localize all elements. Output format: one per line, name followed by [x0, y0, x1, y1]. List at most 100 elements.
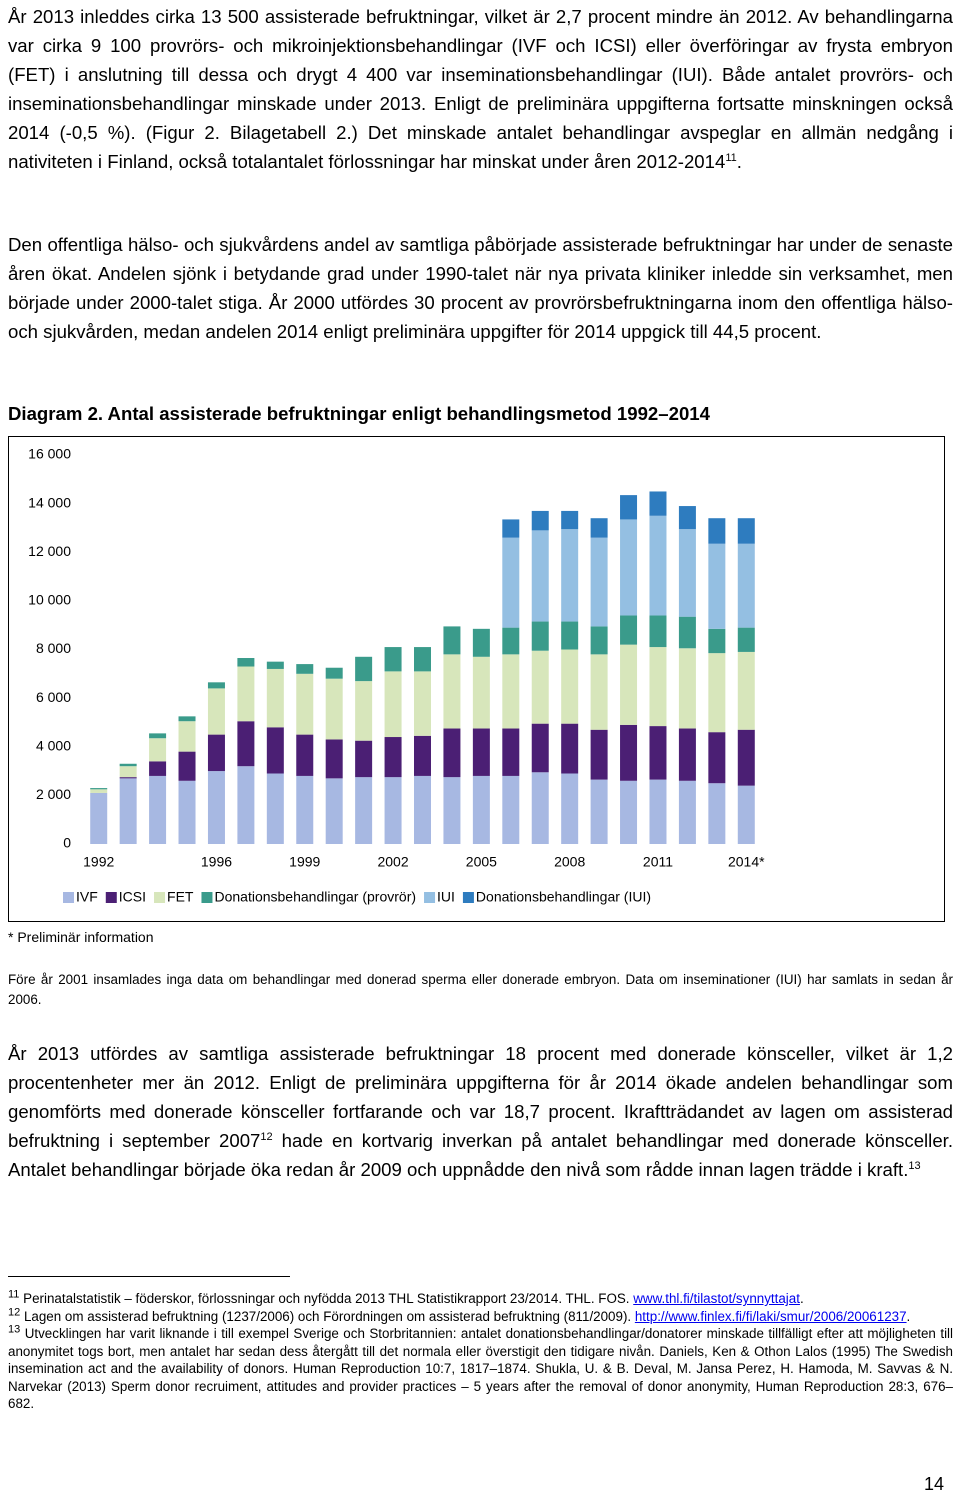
bar-segment — [90, 789, 108, 793]
bar-segment — [737, 518, 755, 544]
paragraph: Den offentliga hälso- och sjukvårdens an… — [8, 230, 953, 346]
bar-segment — [620, 724, 638, 781]
bar-segment — [620, 495, 638, 520]
bar-segment — [531, 530, 549, 622]
bar-segment — [237, 721, 255, 767]
bar-segment — [443, 728, 461, 778]
bar-segment — [590, 518, 608, 538]
link[interactable]: http://www.finlex.fi/fi/laki/smur/2006/2… — [634, 1308, 907, 1324]
bar-segment — [590, 654, 608, 730]
bar-segment — [502, 654, 520, 729]
bar-segment — [708, 783, 726, 844]
bar-segment — [296, 673, 314, 735]
bar-segment — [414, 647, 431, 672]
footnote: 11 Perinatalstatistik – föderskor, förlo… — [8, 1288, 953, 1308]
bar-segment — [266, 668, 284, 728]
text: År 2013 utfördes av samtliga assisterade… — [8, 1043, 953, 1151]
bar-segment — [678, 529, 696, 617]
bar-segment — [178, 751, 196, 781]
bar-segment — [355, 656, 373, 682]
bar-segment — [414, 775, 431, 844]
bar-segment — [561, 773, 579, 844]
bar-segment — [737, 543, 755, 628]
bar-segment — [296, 775, 314, 844]
bar-segment — [531, 772, 549, 844]
footnote-rule — [8, 1276, 290, 1277]
chart-frame: 0 2 000 4 000 6 000 8 000 10 000 12 000 14 000 1… — [8, 436, 945, 922]
y-tick-label: 10 000 — [28, 592, 71, 608]
y-tick-label: 2 000 — [36, 786, 71, 802]
bar-segment — [325, 667, 343, 679]
page-number: 14 — [923, 1474, 944, 1494]
bar-segment — [237, 658, 255, 667]
bar-segment — [325, 678, 343, 740]
bar-segment — [737, 651, 755, 730]
bar-segment — [119, 778, 137, 844]
bar-segment — [649, 615, 667, 648]
bar-segment — [678, 780, 696, 844]
bar-segment — [531, 621, 549, 651]
bar-segment — [561, 723, 579, 774]
x-tick-label: 2008 — [554, 854, 585, 870]
footnote-ref: 11 — [8, 1288, 20, 1301]
legend-swatch — [462, 892, 474, 903]
bar-segment — [561, 621, 579, 650]
text: Den offentliga hälso- och sjukvårdens an… — [8, 234, 953, 342]
bar-segment — [472, 728, 490, 776]
bar-segment — [678, 616, 696, 649]
legend-swatch — [63, 892, 74, 903]
bar-segment — [414, 671, 431, 736]
bar-segment — [207, 688, 225, 735]
bar-segment — [149, 733, 167, 739]
bar-segment — [561, 649, 579, 724]
chart-note: * Preliminär information — [8, 929, 154, 945]
bar-segment — [355, 777, 373, 844]
link[interactable]: www.thl.fi/tilastot/synnyttajat — [633, 1291, 800, 1306]
bar-segment — [708, 653, 726, 733]
legend-label: Donationsbehandlingar (provrör) — [214, 889, 416, 905]
bar-segment — [178, 780, 196, 844]
bar-segment — [384, 647, 402, 672]
bar-segment — [149, 775, 167, 844]
y-tick-label: 6 000 — [36, 689, 71, 705]
footnotes: 11 Perinatalstatistik – föderskor, förlo… — [8, 1288, 953, 1413]
bar-segment — [708, 543, 726, 629]
bar-segment — [266, 661, 284, 669]
text: Utvecklingen har varit liknande i till e… — [8, 1326, 953, 1411]
x-tick-label: 2011 — [643, 854, 673, 870]
paragraph: År 2013 inleddes cirka 13 500 assisterad… — [8, 2, 953, 176]
footnote: 12 Lagen om assisterad befruktning (1237… — [8, 1307, 953, 1326]
bar-segment — [472, 628, 490, 657]
text: År 2013 inleddes cirka 13 500 assisterad… — [8, 6, 953, 172]
text: Perinatalstatistik – föderskor, förlossn… — [19, 1291, 634, 1306]
bar-segment — [149, 738, 167, 762]
legend-label: ICSI — [119, 889, 146, 905]
bar-segment — [237, 666, 255, 722]
bar-segment — [149, 761, 167, 776]
bar-segment — [737, 729, 755, 786]
bar-segment — [678, 506, 696, 530]
bar-segment — [590, 626, 608, 655]
bar-segment — [531, 650, 549, 724]
bar-segment — [472, 775, 490, 844]
legend-swatch — [424, 892, 436, 903]
bar-segment — [90, 792, 108, 844]
text: . — [906, 1308, 911, 1324]
bar-segment — [207, 771, 225, 844]
chart-heading: Diagram 2. Antal assisterade befruktning… — [8, 403, 710, 424]
bar-segment — [708, 628, 726, 654]
bar-segment — [414, 735, 431, 776]
bar-segment — [620, 615, 638, 645]
bar-segment — [384, 777, 402, 844]
x-tick-label: 1999 — [289, 854, 320, 870]
text: hade en kortvarig inverkan på antalet be… — [8, 1130, 953, 1180]
bar-segment — [119, 766, 137, 778]
text: . — [736, 151, 742, 172]
y-tick-label: 14 000 — [28, 494, 71, 510]
x-tick-label: 2014* — [728, 854, 765, 870]
bar-segment — [620, 519, 638, 616]
bar-segment — [502, 627, 520, 655]
chart: 0 2 000 4 000 6 000 8 000 10 000 12 000 14 000 1… — [28, 446, 765, 905]
y-tick-label: 16 000 — [28, 446, 71, 462]
